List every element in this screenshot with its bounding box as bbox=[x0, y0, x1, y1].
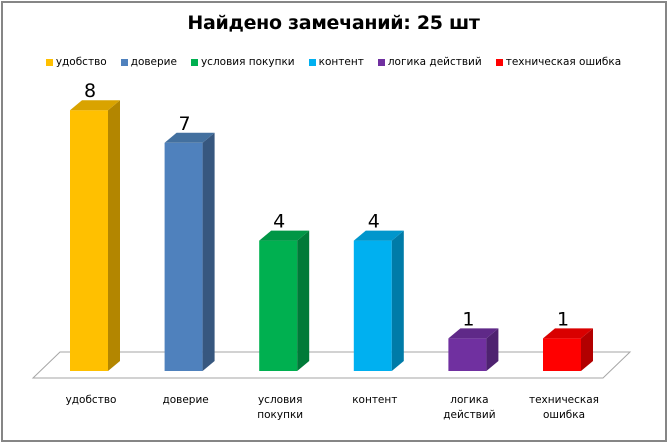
bar-side-5 bbox=[581, 328, 593, 371]
legend-label: доверие bbox=[130, 56, 177, 68]
bar-front-0 bbox=[70, 110, 108, 371]
legend-label: техническая ошибка bbox=[505, 56, 622, 68]
data-label: 1 bbox=[462, 308, 474, 330]
data-label: 4 bbox=[368, 211, 380, 233]
bar-top-2 bbox=[259, 230, 310, 241]
bar-top-1 bbox=[164, 132, 215, 143]
bar-side-2 bbox=[297, 230, 310, 371]
x-axis-label-line: условия bbox=[257, 394, 303, 406]
chart-legend: удобство доверие условия покупки контент… bbox=[0, 56, 667, 68]
floor-plane bbox=[31, 351, 632, 379]
bar-side-1 bbox=[202, 132, 215, 371]
x-axis-label: техническая ошибка bbox=[514, 393, 614, 423]
bar-front-5 bbox=[543, 338, 581, 371]
bar-top-4 bbox=[448, 328, 499, 339]
chart-title: Найдено замечаний: 25 шт bbox=[187, 12, 480, 34]
legend-swatch-icon bbox=[190, 58, 198, 66]
x-axis-label: логика действий bbox=[419, 393, 519, 423]
data-label: 1 bbox=[557, 308, 569, 330]
x-axis-label: условия покупки bbox=[230, 393, 330, 423]
data-label: 4 bbox=[273, 211, 285, 233]
bar-front-2 bbox=[259, 240, 298, 371]
legend-swatch-icon bbox=[45, 58, 53, 66]
bar-top-0 bbox=[70, 100, 120, 111]
x-axis-label-line: удобство bbox=[65, 394, 117, 406]
legend-label: условия покупки bbox=[200, 56, 295, 68]
legend-label: контент bbox=[318, 56, 364, 68]
bar-side-0 bbox=[108, 100, 120, 371]
x-axis-label-line: логика bbox=[450, 394, 489, 406]
x-axis-label: удобство bbox=[41, 393, 141, 408]
legend-swatch-icon bbox=[495, 58, 503, 66]
legend-item-udobstvo: удобство bbox=[45, 56, 107, 68]
x-axis-label: контент bbox=[325, 393, 425, 408]
x-axis-label-line: доверие bbox=[162, 394, 209, 406]
bar-top-3 bbox=[353, 230, 404, 241]
x-axis-label-line: контент bbox=[352, 394, 398, 406]
x-axis-label: доверие bbox=[136, 393, 236, 408]
x-axis-label-line: техническая bbox=[528, 394, 599, 406]
legend-swatch-icon bbox=[377, 58, 385, 66]
x-axis-label-line: ошибка bbox=[542, 409, 586, 421]
data-label: 8 bbox=[84, 80, 96, 102]
legend-item-oshibka: техническая ошибка bbox=[495, 56, 622, 68]
legend-label: логика действий bbox=[387, 56, 482, 68]
legend-item-usloviya: условия покупки bbox=[190, 56, 295, 68]
bar-side-3 bbox=[391, 230, 404, 371]
bar-front-1 bbox=[164, 142, 203, 371]
x-axis-label-line: действий bbox=[443, 409, 496, 421]
bar-front-3 bbox=[353, 240, 392, 371]
legend-item-kontent: контент bbox=[308, 56, 364, 68]
legend-item-doverie: доверие bbox=[120, 56, 177, 68]
legend-label: удобство bbox=[55, 56, 107, 68]
legend-item-logika: логика действий bbox=[377, 56, 482, 68]
bar-side-4 bbox=[486, 328, 499, 371]
legend-swatch-icon bbox=[308, 58, 316, 66]
data-label: 7 bbox=[179, 113, 191, 135]
bar-top-5 bbox=[543, 328, 593, 339]
legend-swatch-icon bbox=[120, 58, 128, 66]
bar-front-4 bbox=[448, 338, 487, 371]
x-axis-label-line: покупки bbox=[257, 409, 304, 421]
